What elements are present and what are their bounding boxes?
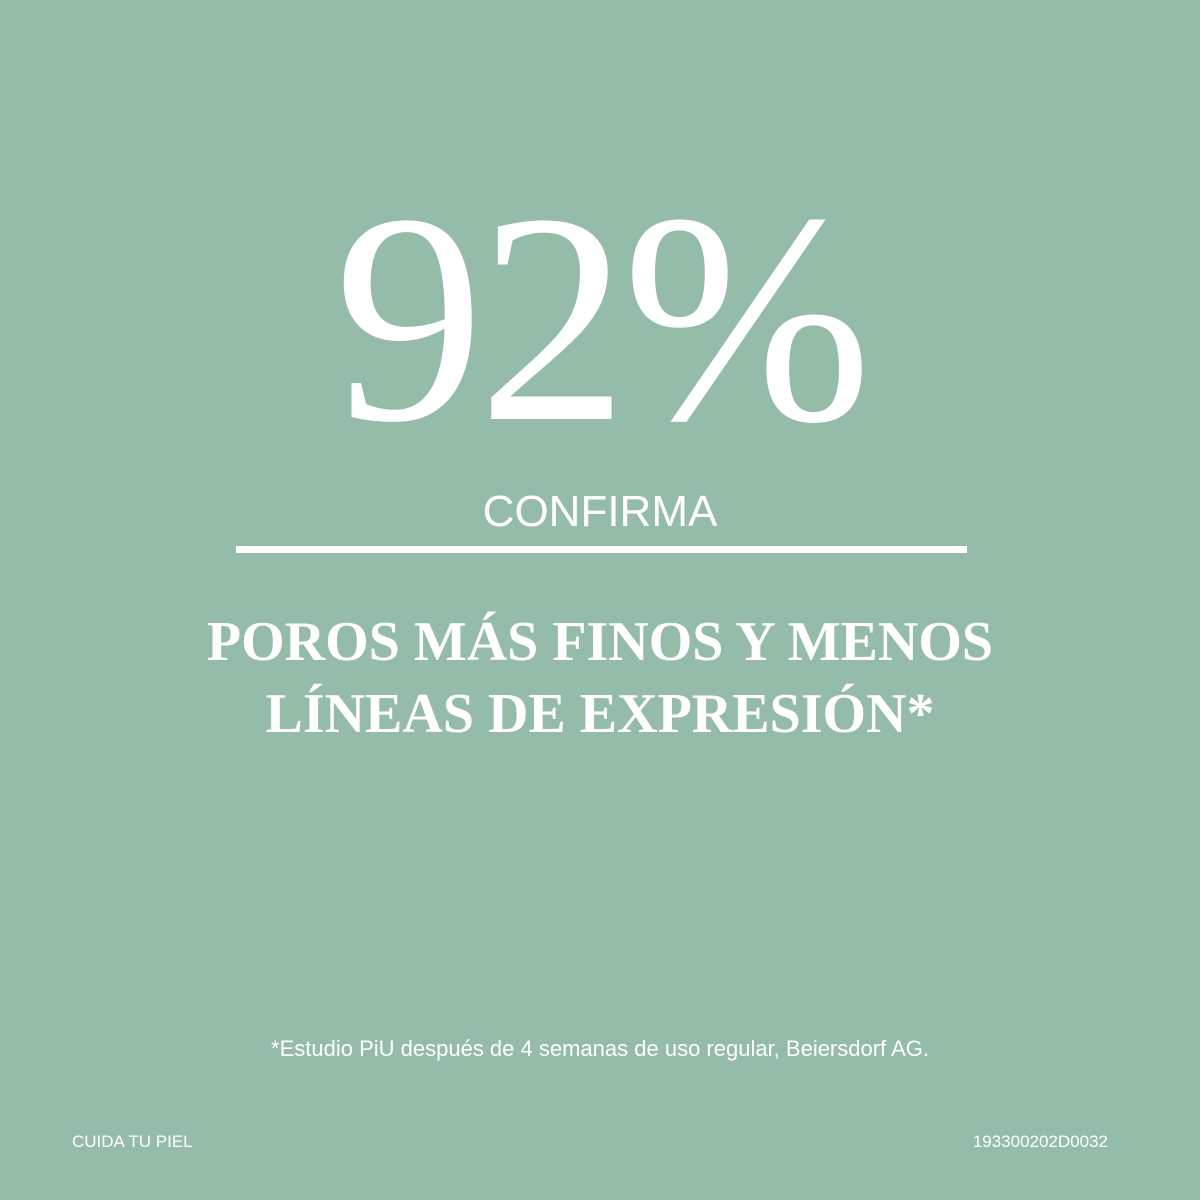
claim-line-1: POROS MÁS FINOS Y MENOS <box>206 611 994 673</box>
footnote: *Estudio PiU después de 4 semanas de uso… <box>271 1036 929 1061</box>
headline-percentage: 92% <box>334 152 872 484</box>
footer-tagline: CUIDA TU PIEL <box>72 1132 193 1151</box>
claim-text: POROS MÁS FINOS Y MENOS LÍNEAS DE EXPRES… <box>0 606 1200 750</box>
headline-subtitle: CONFIRMA <box>482 487 718 536</box>
claim-line-2: LÍNEAS DE EXPRESIÓN* <box>265 683 935 745</box>
divider <box>236 546 967 553</box>
footer-code: 193300202D0032 <box>972 1132 1108 1151</box>
